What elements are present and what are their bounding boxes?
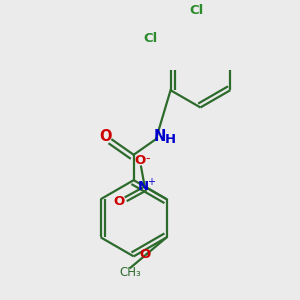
Text: CH₃: CH₃ (120, 266, 141, 279)
Text: N: N (153, 129, 166, 144)
Text: O: O (113, 194, 124, 208)
Text: N: N (138, 180, 149, 193)
Text: -: - (145, 152, 150, 165)
Text: Cl: Cl (144, 32, 158, 46)
Text: O: O (139, 248, 151, 261)
Text: H: H (164, 133, 175, 146)
Text: O: O (134, 154, 146, 167)
Text: Cl: Cl (190, 4, 204, 17)
Text: O: O (99, 129, 112, 144)
Text: +: + (147, 176, 155, 187)
